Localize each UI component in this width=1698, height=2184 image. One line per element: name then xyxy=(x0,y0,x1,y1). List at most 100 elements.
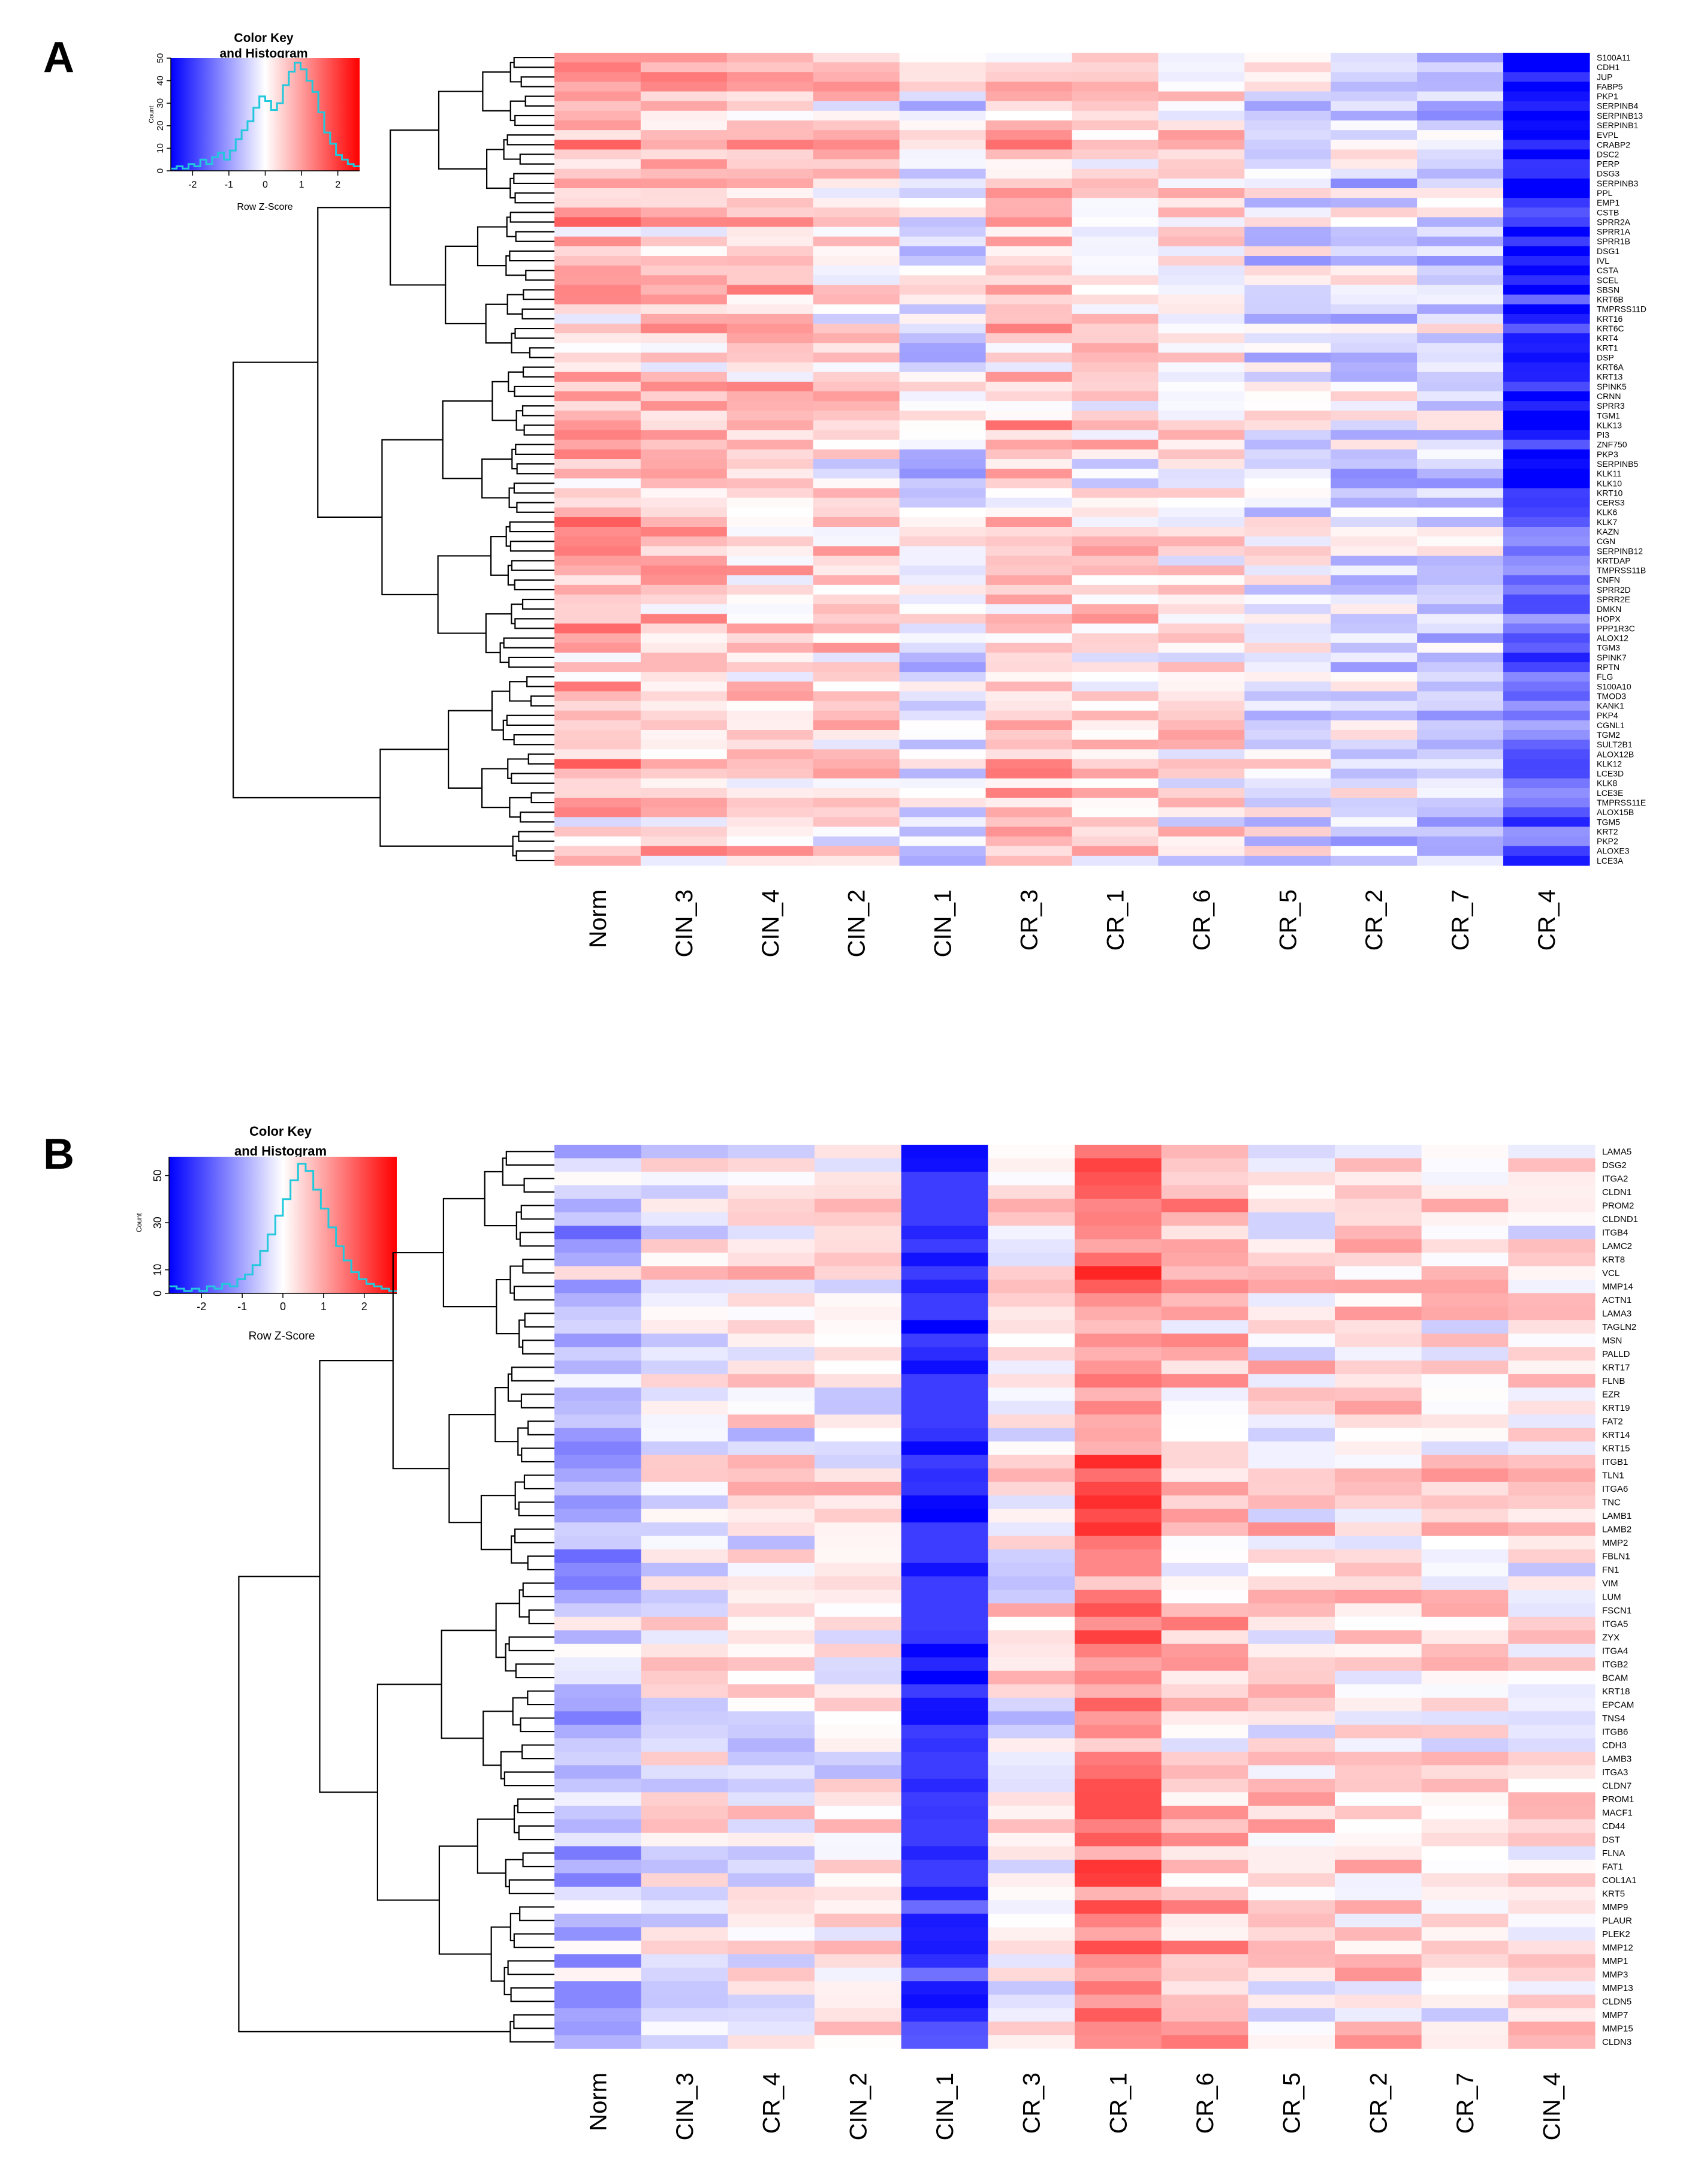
heatmap-cell xyxy=(554,246,641,257)
heatmap-cell xyxy=(985,478,1073,489)
row-label: SERPINB13 xyxy=(1597,111,1643,120)
heatmap-cell xyxy=(1158,759,1245,770)
heatmap-cell xyxy=(899,130,987,140)
heatmap-cell xyxy=(1421,1967,1509,1982)
heatmap-cell xyxy=(1503,420,1590,431)
heatmap-cell xyxy=(1503,188,1590,198)
heatmap-cell xyxy=(1417,352,1504,363)
row-label: MSN xyxy=(1602,1336,1622,1346)
heatmap-cell xyxy=(554,285,641,295)
heatmap-cell xyxy=(554,101,641,111)
heatmap-cell xyxy=(641,2035,728,2049)
heatmap-cell xyxy=(1503,652,1590,663)
heatmap-cell xyxy=(1072,768,1159,779)
heatmap-cell xyxy=(640,168,728,179)
heatmap-cell xyxy=(1072,420,1159,431)
heatmap-cell xyxy=(726,430,814,441)
heatmap-cell xyxy=(726,82,814,92)
heatmap-cell xyxy=(1158,207,1245,218)
heatmap-cell xyxy=(1421,1819,1509,1833)
heatmap-cell xyxy=(901,1643,988,1658)
heatmap-cell xyxy=(726,710,814,721)
heatmap-cell xyxy=(1421,1900,1509,1914)
dendrogram-branch xyxy=(516,502,554,513)
heatmap-cell xyxy=(554,778,641,789)
heatmap-cell xyxy=(641,1697,728,1712)
heatmap-cell xyxy=(1503,836,1590,847)
heatmap-cell xyxy=(985,826,1073,837)
color-key-histogram xyxy=(171,62,360,170)
heatmap-cell xyxy=(1417,178,1504,189)
heatmap-cell xyxy=(1158,91,1245,102)
heatmap-cell xyxy=(728,1589,815,1604)
heatmap-cell xyxy=(640,507,728,518)
heatmap-cell xyxy=(1331,478,1417,489)
heatmap-cell xyxy=(985,381,1073,392)
heatmap-cell xyxy=(1331,217,1417,228)
heatmap-cell xyxy=(1072,740,1159,750)
heatmap-cell xyxy=(1158,488,1245,499)
heatmap-cell xyxy=(901,1967,988,1982)
heatmap-cell xyxy=(815,1778,902,1793)
y-tick-label: 20 xyxy=(155,120,165,131)
heatmap-cell xyxy=(1417,642,1504,653)
heatmap-cell xyxy=(640,633,728,644)
heatmap-cell xyxy=(1248,1334,1335,1348)
heatmap-cell xyxy=(726,372,814,382)
heatmap-cell xyxy=(1075,1927,1162,1941)
row-label: ALOXE3 xyxy=(1597,846,1630,856)
x-tick-label: 2 xyxy=(361,1301,367,1313)
heatmap-cell xyxy=(1335,2008,1422,2022)
heatmap-cell xyxy=(815,1536,902,1550)
heatmap-cell xyxy=(1331,595,1417,605)
heatmap-cell xyxy=(1335,1361,1422,1375)
heatmap-cell xyxy=(1508,1859,1596,1874)
heatmap-cell xyxy=(728,1967,815,1982)
dendrogram-branch xyxy=(505,1859,523,1888)
heatmap-cell xyxy=(1072,333,1159,343)
heatmap-cell xyxy=(1072,817,1159,828)
heatmap-cell xyxy=(1158,430,1245,441)
heatmap-cell xyxy=(988,1145,1075,1159)
dendrogram-branch xyxy=(502,719,514,741)
heatmap-cell xyxy=(1331,372,1417,382)
heatmap-cell xyxy=(1421,1927,1509,1941)
dendrogram-branch xyxy=(509,2020,554,2043)
heatmap-cell xyxy=(1244,333,1331,343)
heatmap-cell xyxy=(1421,1670,1509,1685)
heatmap-cell xyxy=(554,1616,642,1631)
heatmap-cell xyxy=(554,614,641,625)
heatmap-cell xyxy=(1331,449,1417,460)
heatmap-cell xyxy=(1075,1954,1162,1968)
heatmap-cell xyxy=(1075,1401,1162,1415)
heatmap-cell xyxy=(1158,439,1245,450)
heatmap-cell xyxy=(815,1792,902,1806)
row-label: KLK10 xyxy=(1597,478,1622,488)
dendrogram-branch xyxy=(513,482,554,494)
y-tick-label: 30 xyxy=(155,98,165,108)
heatmap-cell xyxy=(1161,1428,1248,1442)
heatmap-cell xyxy=(1417,817,1504,828)
heatmap-cell xyxy=(899,372,987,382)
heatmap-cell xyxy=(1331,439,1417,450)
dendrogram-branch xyxy=(509,1912,520,1942)
row-label: ALOX12 xyxy=(1597,634,1628,643)
heatmap-cell xyxy=(1421,1145,1509,1159)
heatmap-cell xyxy=(901,1158,988,1172)
heatmap-cell xyxy=(554,488,641,499)
heatmap-cell xyxy=(988,1630,1075,1645)
heatmap-cell xyxy=(726,275,814,286)
heatmap-cell xyxy=(1421,1482,1509,1496)
heatmap-cell xyxy=(1072,236,1159,247)
heatmap-cell xyxy=(1072,324,1159,334)
heatmap-cell xyxy=(985,101,1073,111)
heatmap-cell xyxy=(1248,1185,1335,1199)
heatmap-cell xyxy=(728,1819,815,1833)
heatmap-cell xyxy=(988,1805,1075,1820)
heatmap-cell xyxy=(554,1589,642,1604)
heatmap-cell xyxy=(1508,1738,1596,1752)
heatmap-cell xyxy=(1244,507,1331,518)
heatmap-cell xyxy=(1331,652,1417,663)
heatmap-cell xyxy=(1244,430,1331,441)
heatmap-cell xyxy=(641,1643,728,1658)
